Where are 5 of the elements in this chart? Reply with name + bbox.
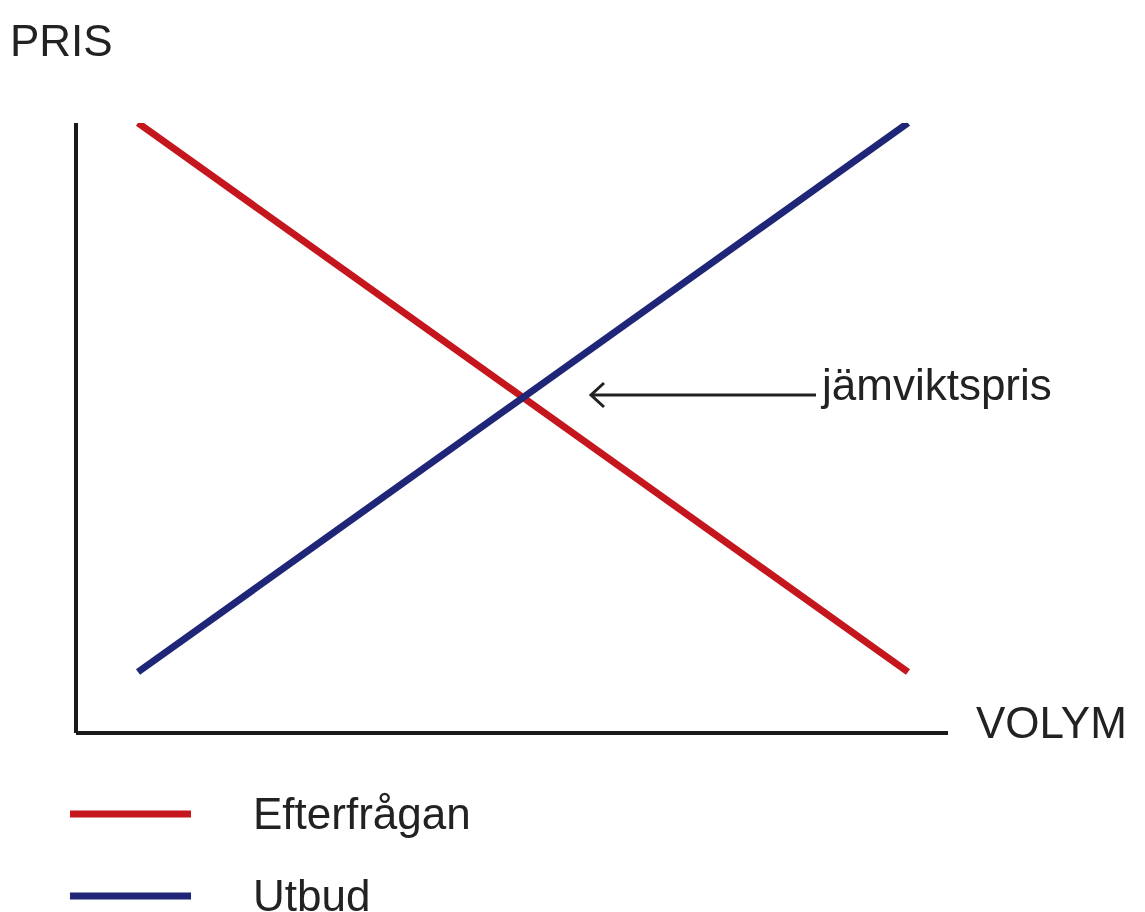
annotation: jämviktspris [822,360,1052,410]
legend-label: Efterfrågan [253,789,471,839]
x-axis-title: VOLYM [976,698,1127,748]
legend-label: Utbud [253,871,371,912]
y-axis-title: PRIS [10,16,113,66]
